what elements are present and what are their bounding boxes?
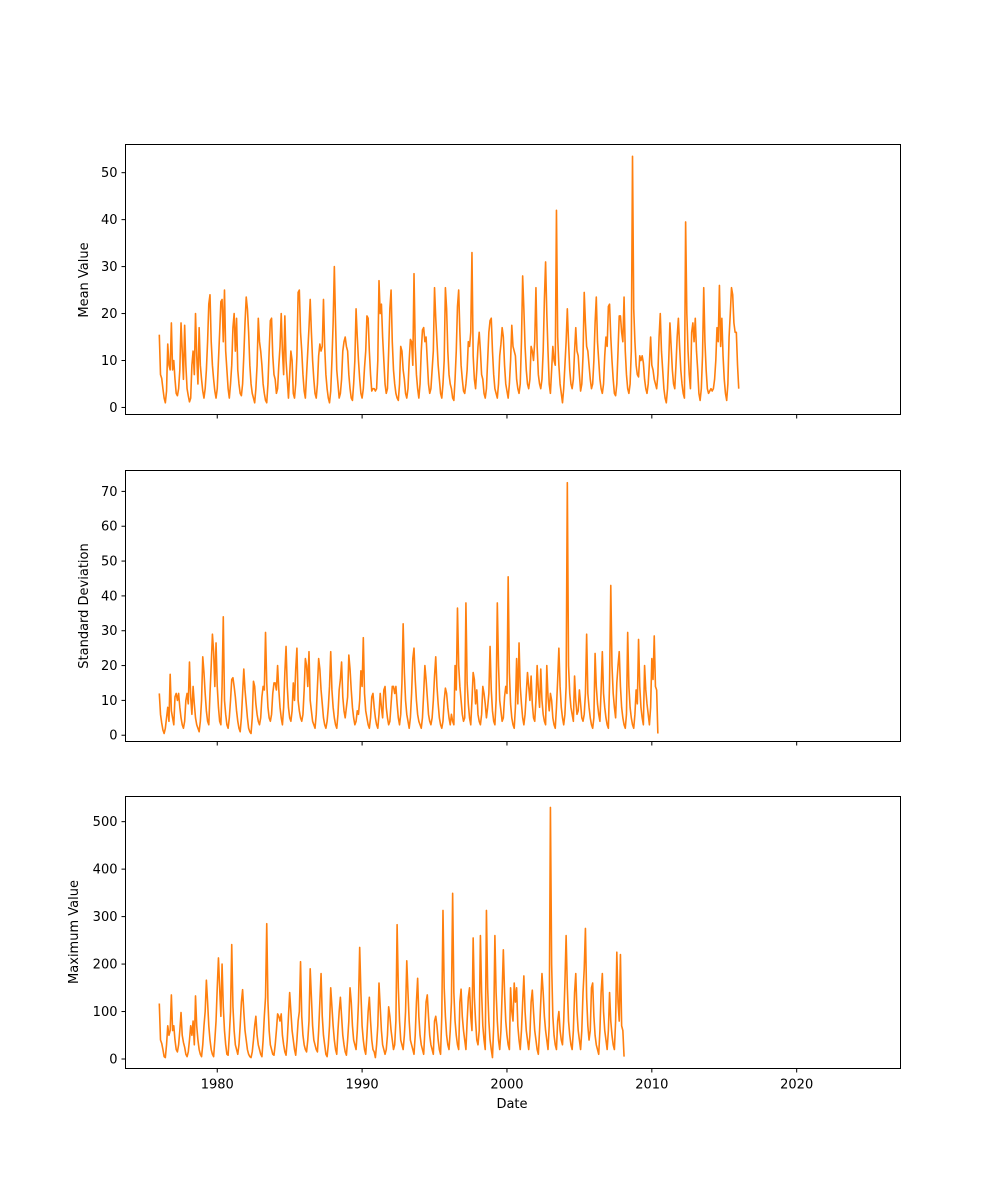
y-tick-label: 50 [101,555,118,570]
series-line [158,806,625,1059]
x-axis-ticks [216,414,798,419]
y-tick-label: 100 [93,1005,118,1020]
x-axis-label: Date [496,1097,527,1112]
series-line [158,155,740,404]
x-tick-label: 1990 [346,1078,379,1093]
y-tick-label: 200 [93,958,118,973]
y-tick-label: 400 [93,863,118,878]
y-tick-label: 40 [101,213,118,228]
maximum-value-subplot: 0 100 200 300 400 500 1980 1990 2000 2010 2020 Ma… [67,796,901,1112]
y-tick-label: 70 [101,485,118,500]
plot-frame [125,144,901,415]
y-tick-label: 300 [93,910,118,925]
x-tick-label: 2000 [490,1078,523,1093]
y-tick-label: 0 [109,1053,117,1068]
y-tick-label: 500 [93,815,118,830]
y-axis-ticks: 0 100 200 300 400 500 [93,815,126,1068]
y-tick-label: 10 [101,694,118,709]
standard-deviation-subplot: 0 10 20 30 40 50 60 70 Standard Deviation [77,470,901,746]
x-tick-label: 2020 [780,1078,813,1093]
y-tick-label: 20 [101,659,118,674]
y-tick-label: 50 [101,166,118,181]
x-tick-label: 2010 [635,1078,668,1093]
x-axis-ticks [216,741,798,746]
y-axis-label: Maximum Value [67,880,82,984]
y-axis-ticks: 0 10 20 30 40 50 60 70 [101,485,126,744]
y-tick-label: 40 [101,589,118,604]
y-axis-label: Mean Value [77,242,92,317]
y-axis-ticks: 0 10 20 30 40 50 [101,166,126,416]
y-tick-label: 30 [101,260,118,275]
y-tick-label: 10 [101,354,118,369]
plot-frame [125,796,901,1069]
y-tick-label: 60 [101,520,118,535]
x-axis-ticks: 1980 1990 2000 2010 2020 [201,1068,813,1093]
y-tick-label: 0 [109,729,117,744]
y-axis-label: Standard Deviation [77,543,92,668]
series-line [158,481,659,735]
y-tick-label: 20 [101,307,118,322]
plot-frame [125,470,901,742]
y-tick-label: 30 [101,624,118,639]
mean-value-subplot: 0 10 20 30 40 50 Mean Value [77,144,901,419]
y-tick-label: 0 [109,401,117,416]
x-tick-label: 1980 [201,1078,234,1093]
